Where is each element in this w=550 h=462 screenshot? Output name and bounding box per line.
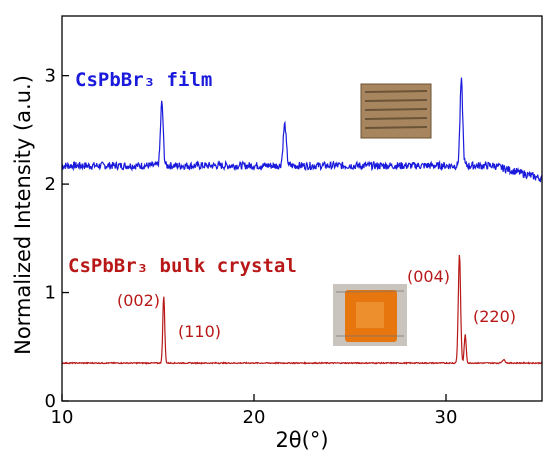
x-tick-label: 30 bbox=[435, 407, 458, 428]
y-tick-label: 0 bbox=[45, 391, 56, 412]
peak-label-220: (220) bbox=[473, 307, 516, 326]
y-axis-title: Normalized Intensity (a.u.) bbox=[11, 75, 35, 355]
y-tick-label: 1 bbox=[45, 283, 56, 304]
film-trace bbox=[61, 77, 543, 183]
film-series-label: CsPbBr₃ film bbox=[75, 69, 212, 91]
x-tick-label: 20 bbox=[243, 407, 266, 428]
plot-frame bbox=[61, 15, 543, 402]
x-axis-title: 2θ(°) bbox=[275, 428, 328, 452]
x-tick-label: 10 bbox=[51, 407, 74, 428]
crystal-photo-inset bbox=[333, 284, 407, 346]
peak-label-110: (110) bbox=[178, 322, 221, 341]
y-tick-label: 2 bbox=[45, 174, 56, 195]
peak-label-004: (004) bbox=[407, 267, 450, 286]
film-photo-inset bbox=[360, 83, 432, 139]
y-tick-label: 3 bbox=[45, 66, 56, 87]
crystal-trace bbox=[61, 254, 543, 365]
crystal-series-label: CsPbBr₃ bulk crystal bbox=[68, 255, 297, 277]
peak-label-002: (002) bbox=[117, 291, 160, 310]
